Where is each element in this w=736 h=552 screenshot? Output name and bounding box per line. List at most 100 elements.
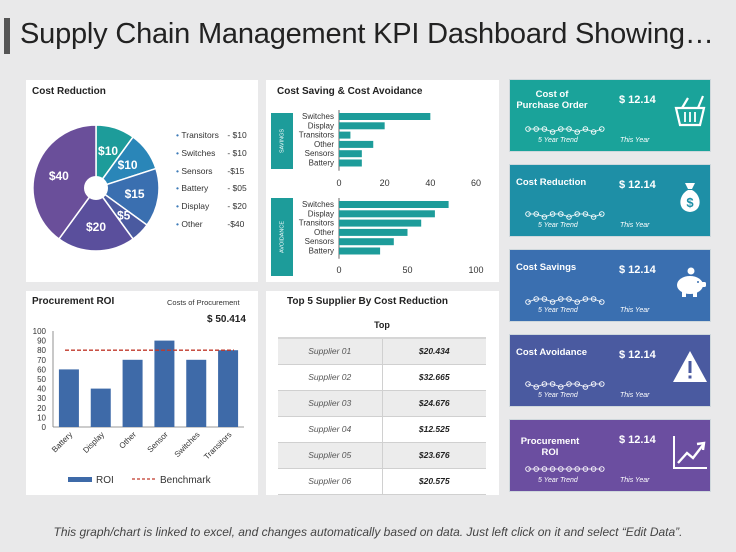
hbar-battery[interactable] <box>339 247 381 255</box>
trend-point <box>549 381 556 387</box>
hbar-display[interactable] <box>339 122 385 130</box>
kpi-card-4[interactable]: Cost Avoidance $ 12.14 5 Year Trend This Ye… <box>509 334 711 407</box>
roi-bar-display[interactable] <box>90 388 111 427</box>
trend-point <box>549 299 556 305</box>
hbar-category-label: Display <box>308 209 334 218</box>
roi-bar-switches[interactable] <box>186 359 207 427</box>
hbar-switches[interactable] <box>339 113 431 120</box>
hbar-other[interactable] <box>339 140 374 148</box>
kpi-name: Cost Avoidance <box>516 347 588 358</box>
table-row: Supplier 05 $23.676 <box>278 442 486 469</box>
cost-reduction-title: Cost Reduction <box>32 86 106 97</box>
kpi-card-5[interactable]: Procurement ROI $ 12.14 5 Year Trend This Y… <box>509 419 711 492</box>
title-accent-bar <box>4 18 10 54</box>
trend-point <box>541 381 548 387</box>
pie-legend-item: • Switches - $10 <box>176 147 247 158</box>
kpi-trend-label: 5 Year Trend <box>538 137 578 144</box>
table-row: Supplier 01 $20.434 <box>278 338 486 365</box>
hbar-tick-label: 0 <box>336 178 341 188</box>
pie-slice-display[interactable] <box>57 186 135 252</box>
hbar-group-label: SAVINGS <box>279 129 285 153</box>
supplier-table-header: Top <box>278 312 486 339</box>
roi-tick-label: 30 <box>37 394 46 403</box>
kpi-card-1[interactable]: Cost of Purchase Order $ 12.14 5 Year Tren… <box>509 79 711 152</box>
trend-point <box>525 126 531 132</box>
supplier-value: $32.665 <box>382 364 486 391</box>
supplier-value: $20.575 <box>382 468 486 495</box>
roi-category-label: Switches <box>173 430 202 459</box>
hbar-sensors[interactable] <box>339 150 362 158</box>
kpi-value: $ 12.14 <box>619 434 656 446</box>
pie-label: $40 <box>49 169 69 183</box>
roi-bar-sensor[interactable] <box>154 340 175 427</box>
footer-note: This graph/chart is linked to excel, and… <box>53 525 683 539</box>
roi-category-label: Other <box>117 430 138 451</box>
kpi-year-label: This Year <box>620 222 650 229</box>
pie-slice-other[interactable] <box>32 124 97 241</box>
hbar-other[interactable] <box>339 228 408 236</box>
kpi-card-3[interactable]: Cost Savings $ 12.14 5 Year Trend This Year <box>509 249 711 322</box>
hbar-battery[interactable] <box>339 159 362 167</box>
trend-point <box>590 214 597 220</box>
hbar-group-tag <box>271 198 293 276</box>
roi-legend-label: ROI <box>96 475 114 486</box>
kpi-value: $ 12.14 <box>619 179 656 191</box>
cost-reduction-pie[interactable]: $10$10 $15 $5 $20 $40 <box>26 80 258 282</box>
supplier-name: Supplier 02 <box>278 364 383 391</box>
roi-tick-label: 10 <box>37 413 46 422</box>
trend-point <box>574 381 580 387</box>
pie-label: $20 <box>86 220 106 234</box>
kpi-name: Cost Reduction <box>516 177 587 188</box>
roi-bar-transitors[interactable] <box>218 350 239 427</box>
money-bag-icon: $ <box>670 177 710 217</box>
hbar-category-label: Battery <box>309 247 334 256</box>
trend-point <box>533 126 539 132</box>
kpi-year-label: This Year <box>620 392 650 399</box>
trend-point <box>558 211 564 217</box>
trend-point <box>525 299 531 305</box>
trend-point <box>566 214 572 220</box>
kpi-year-label: This Year <box>620 307 650 314</box>
trend-point <box>566 296 572 302</box>
pie-legend-item: • Sensors -$15 <box>176 165 245 176</box>
hbar-switches[interactable] <box>339 201 449 208</box>
cost-saving-title: Cost Saving & Cost Avoidance <box>277 86 423 97</box>
pie-label: $15 <box>125 187 145 201</box>
trend-point <box>533 466 539 472</box>
hbar-category-label: Other <box>314 228 334 237</box>
trend-point <box>558 466 564 472</box>
kpi-value: $ 12.14 <box>619 94 656 106</box>
basket-icon <box>670 92 710 132</box>
roi-bar-other[interactable] <box>122 359 143 427</box>
hbar-transitors[interactable] <box>339 131 351 139</box>
pie-slice-sensors[interactable] <box>94 167 160 227</box>
trend-point <box>541 466 548 472</box>
table-row: Supplier 03 $24.676 <box>278 390 486 417</box>
hbar-sensors[interactable] <box>339 238 394 246</box>
kpi-trend-label: 5 Year Trend <box>538 477 578 484</box>
kpi-trend-label: 5 Year Trend <box>538 222 578 229</box>
roi-category-label: Sensor <box>146 430 171 455</box>
hbar-display[interactable] <box>339 210 435 218</box>
hbar-transitors[interactable] <box>339 219 422 227</box>
trend-point <box>590 296 597 302</box>
supplier-name: Supplier 01 <box>278 338 383 365</box>
pie-hole <box>84 176 108 200</box>
cost-saving-bars[interactable]: SAVINGSSwitchesDisplayTransitorsOtherSen… <box>266 80 499 282</box>
pie-label: $5 <box>117 209 131 223</box>
trend-point <box>541 126 548 132</box>
kpi-year-label: This Year <box>620 477 650 484</box>
trend-point <box>566 381 572 387</box>
trend-point <box>549 129 556 135</box>
hbar-category-label: Display <box>308 121 334 130</box>
trend-point <box>533 211 539 217</box>
roi-tick-label: 60 <box>37 365 46 374</box>
table-row: Supplier 04 $12.525 <box>278 416 486 443</box>
hbar-tick-label: 50 <box>402 265 412 275</box>
trend-point <box>549 466 556 472</box>
trend-point <box>599 211 605 217</box>
table-row: Supplier 02 $32.665 <box>278 364 486 391</box>
roi-bar-battery[interactable] <box>58 369 79 427</box>
kpi-card-2[interactable]: Cost Reduction $ 12.14 5 Year Trend This Ye… <box>509 164 711 237</box>
